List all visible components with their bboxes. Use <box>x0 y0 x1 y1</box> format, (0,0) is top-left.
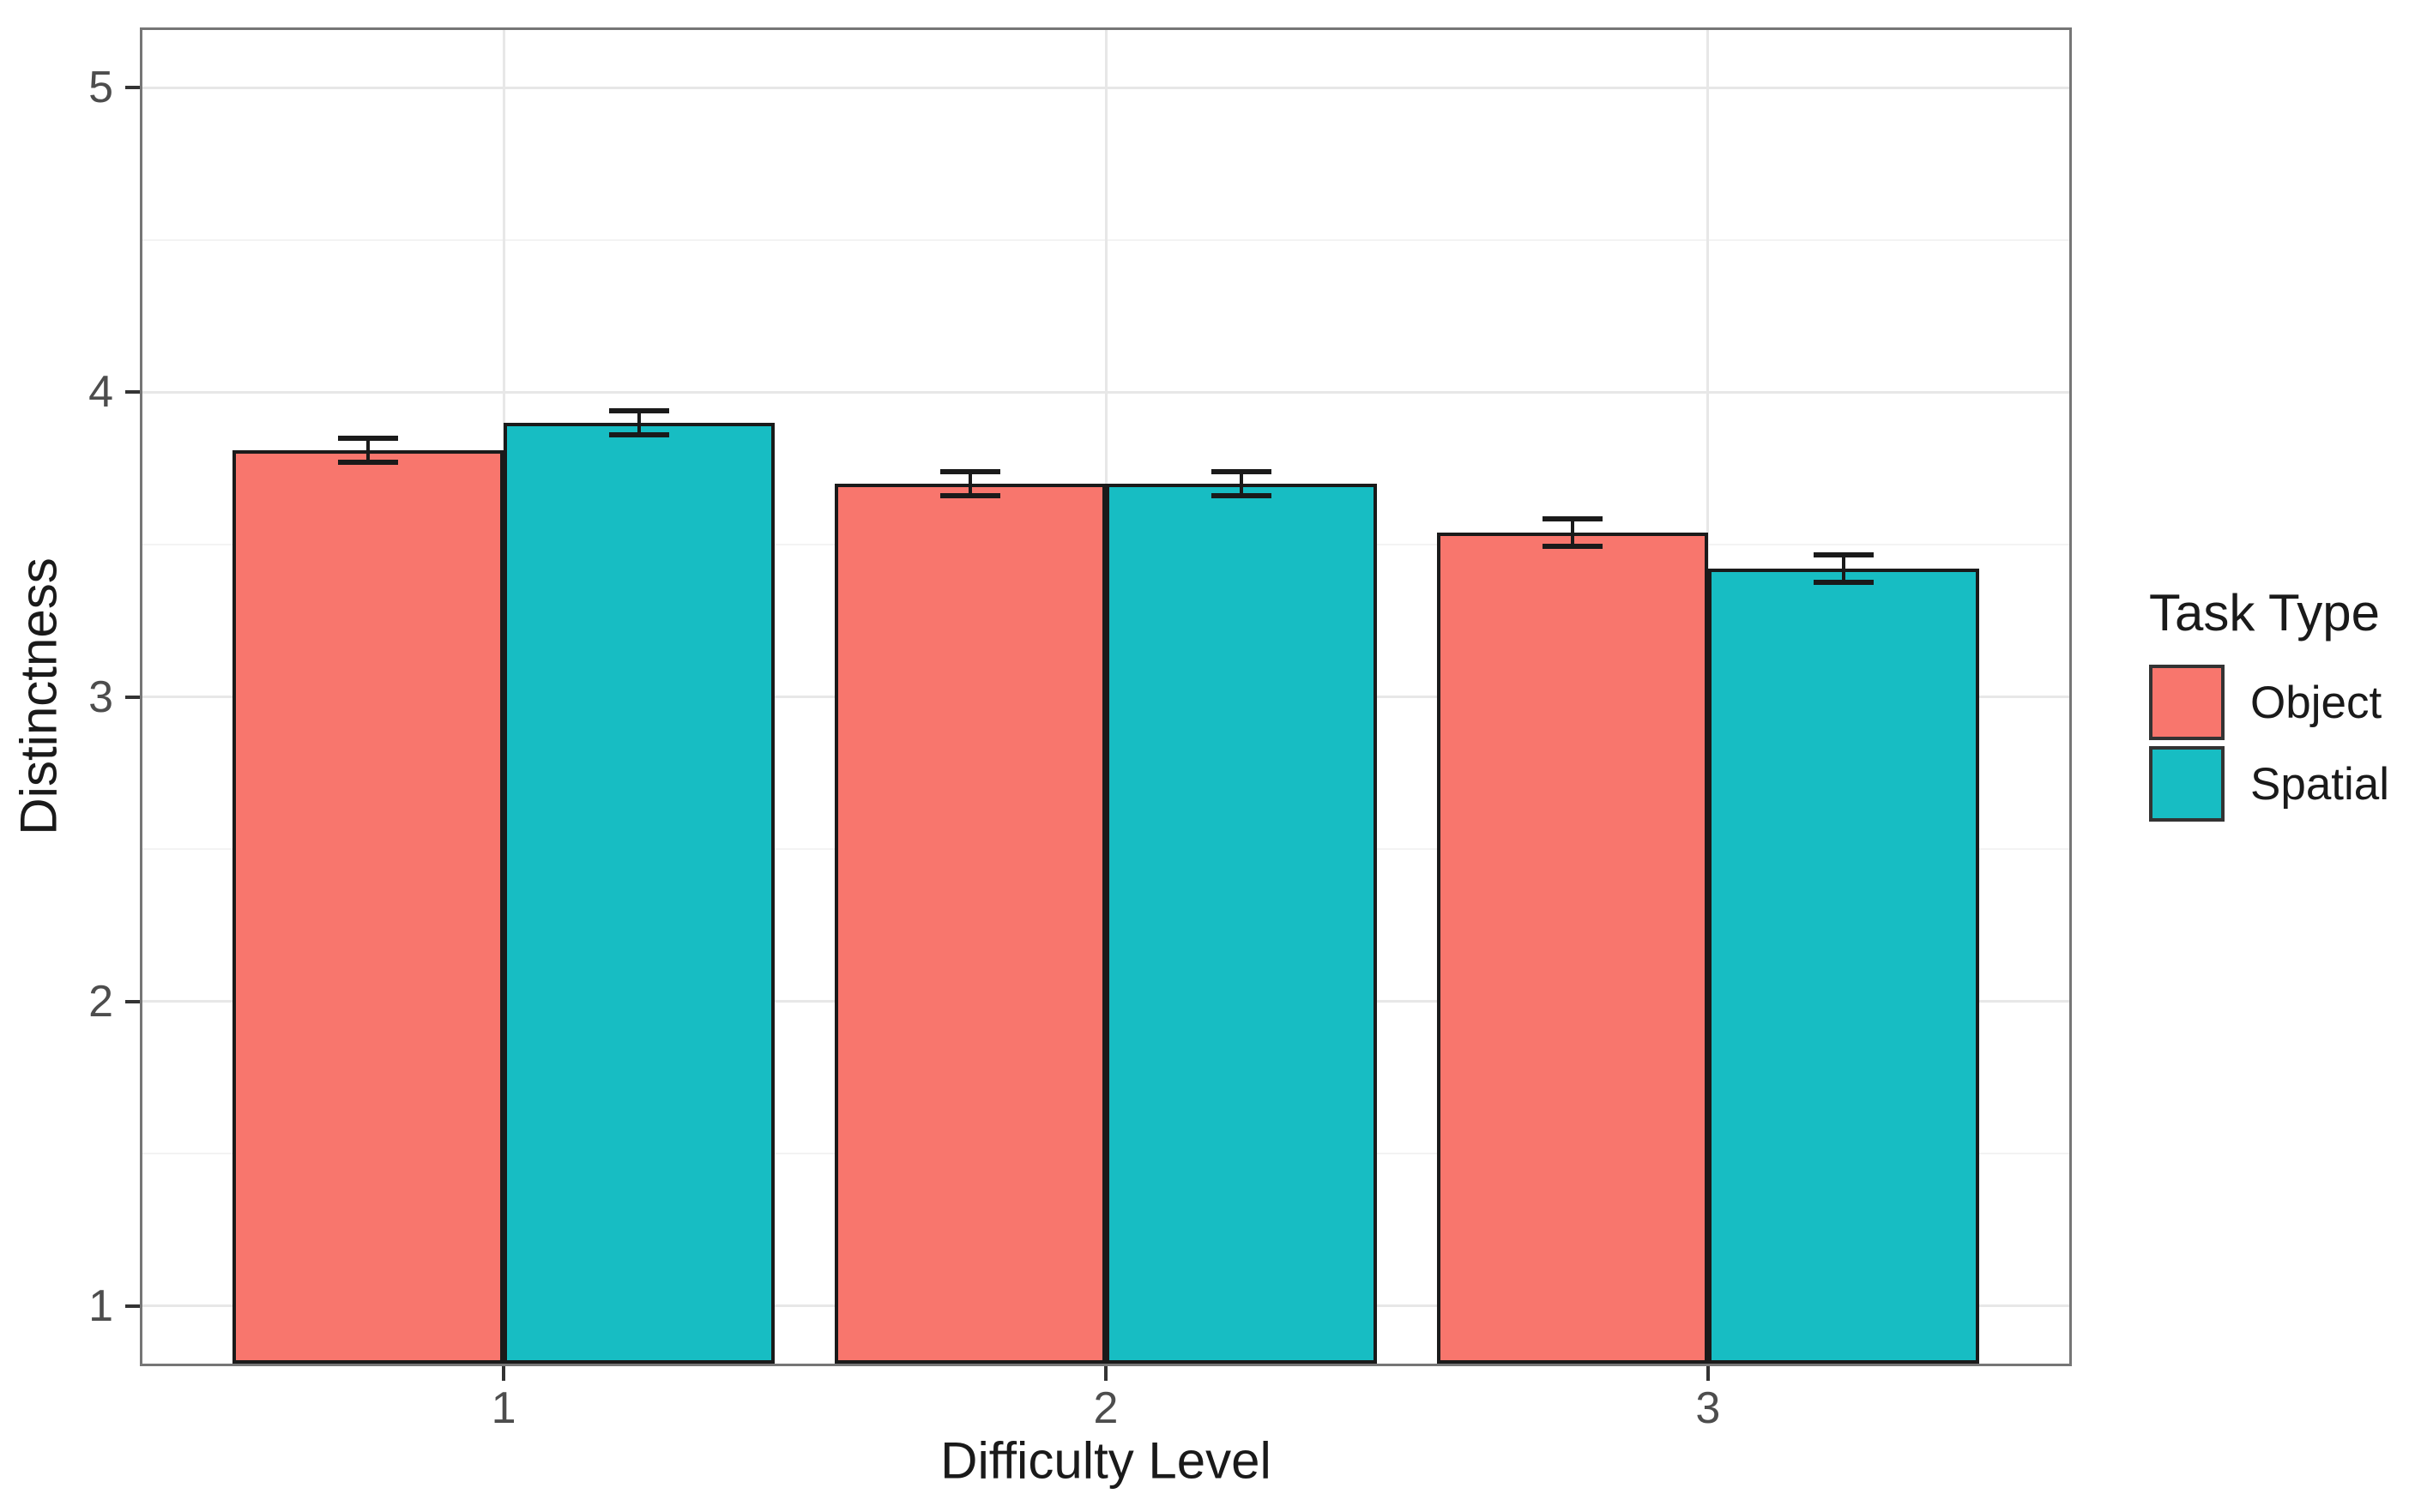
error-bar-cap-bottom <box>1542 543 1603 549</box>
y-axis-title: Distinctness <box>9 557 68 835</box>
error-bar-cap-bottom <box>608 432 670 438</box>
bar-spatial-level3 <box>1707 569 1979 1364</box>
error-bar-cap-top <box>608 407 670 413</box>
legend-swatch-spatial <box>2149 746 2225 822</box>
y-axis-tick <box>125 86 140 90</box>
x-tick-label: 1 <box>491 1383 516 1433</box>
y-axis-tick <box>125 390 140 395</box>
bar-spatial-level1 <box>504 422 775 1364</box>
x-tick-label: 2 <box>1093 1383 1119 1433</box>
legend: Task Type Object Spatial <box>2149 583 2389 822</box>
error-bar-cap-top <box>1813 552 1874 558</box>
error-bar-stem <box>1841 555 1845 583</box>
error-bar-cap-bottom <box>338 460 399 466</box>
error-bar-cap-bottom <box>939 493 1001 499</box>
error-bar-stem <box>637 410 642 436</box>
y-tick-label: 1 <box>88 1280 113 1331</box>
x-axis-tick <box>1104 1366 1108 1381</box>
x-tick-label: 3 <box>1695 1383 1721 1433</box>
legend-entry-spatial: Spatial <box>2149 746 2389 822</box>
error-bar-stem <box>1570 518 1574 546</box>
x-axis-title: Difficulty Level <box>940 1431 1271 1490</box>
error-bar-stem <box>366 437 371 463</box>
error-bar-stem <box>969 471 973 497</box>
bar-object-level1 <box>232 449 504 1364</box>
legend-entry-object: Object <box>2149 665 2389 740</box>
error-bar-cap-top <box>338 435 399 441</box>
error-bar-cap-bottom <box>1813 580 1874 586</box>
error-bar-cap-top <box>939 468 1001 474</box>
legend-label: Spatial <box>2250 758 2390 810</box>
x-axis-tick <box>502 1366 506 1381</box>
legend-entries: Object Spatial <box>2149 665 2389 822</box>
y-axis-tick <box>125 1304 140 1308</box>
error-bar-cap-top <box>1211 468 1272 474</box>
plot-panel <box>140 27 2072 1366</box>
y-axis-tick <box>125 999 140 1003</box>
y-tick-label: 3 <box>88 672 113 722</box>
y-axis-tick <box>125 695 140 699</box>
error-bar-cap-bottom <box>1211 493 1272 499</box>
y-tick-label: 2 <box>88 976 113 1027</box>
legend-label: Object <box>2250 677 2382 728</box>
bar-object-level3 <box>1437 532 1708 1364</box>
error-bar-stem <box>1239 471 1243 497</box>
y-tick-label: 4 <box>88 367 113 418</box>
legend-swatch-object <box>2149 665 2225 740</box>
error-bar-cap-top <box>1542 515 1603 521</box>
bar-object-level2 <box>835 483 1106 1364</box>
bar-spatial-level2 <box>1106 483 1377 1364</box>
x-axis-tick <box>1706 1366 1710 1381</box>
legend-title: Task Type <box>2149 584 2381 642</box>
y-tick-label: 5 <box>88 63 113 113</box>
